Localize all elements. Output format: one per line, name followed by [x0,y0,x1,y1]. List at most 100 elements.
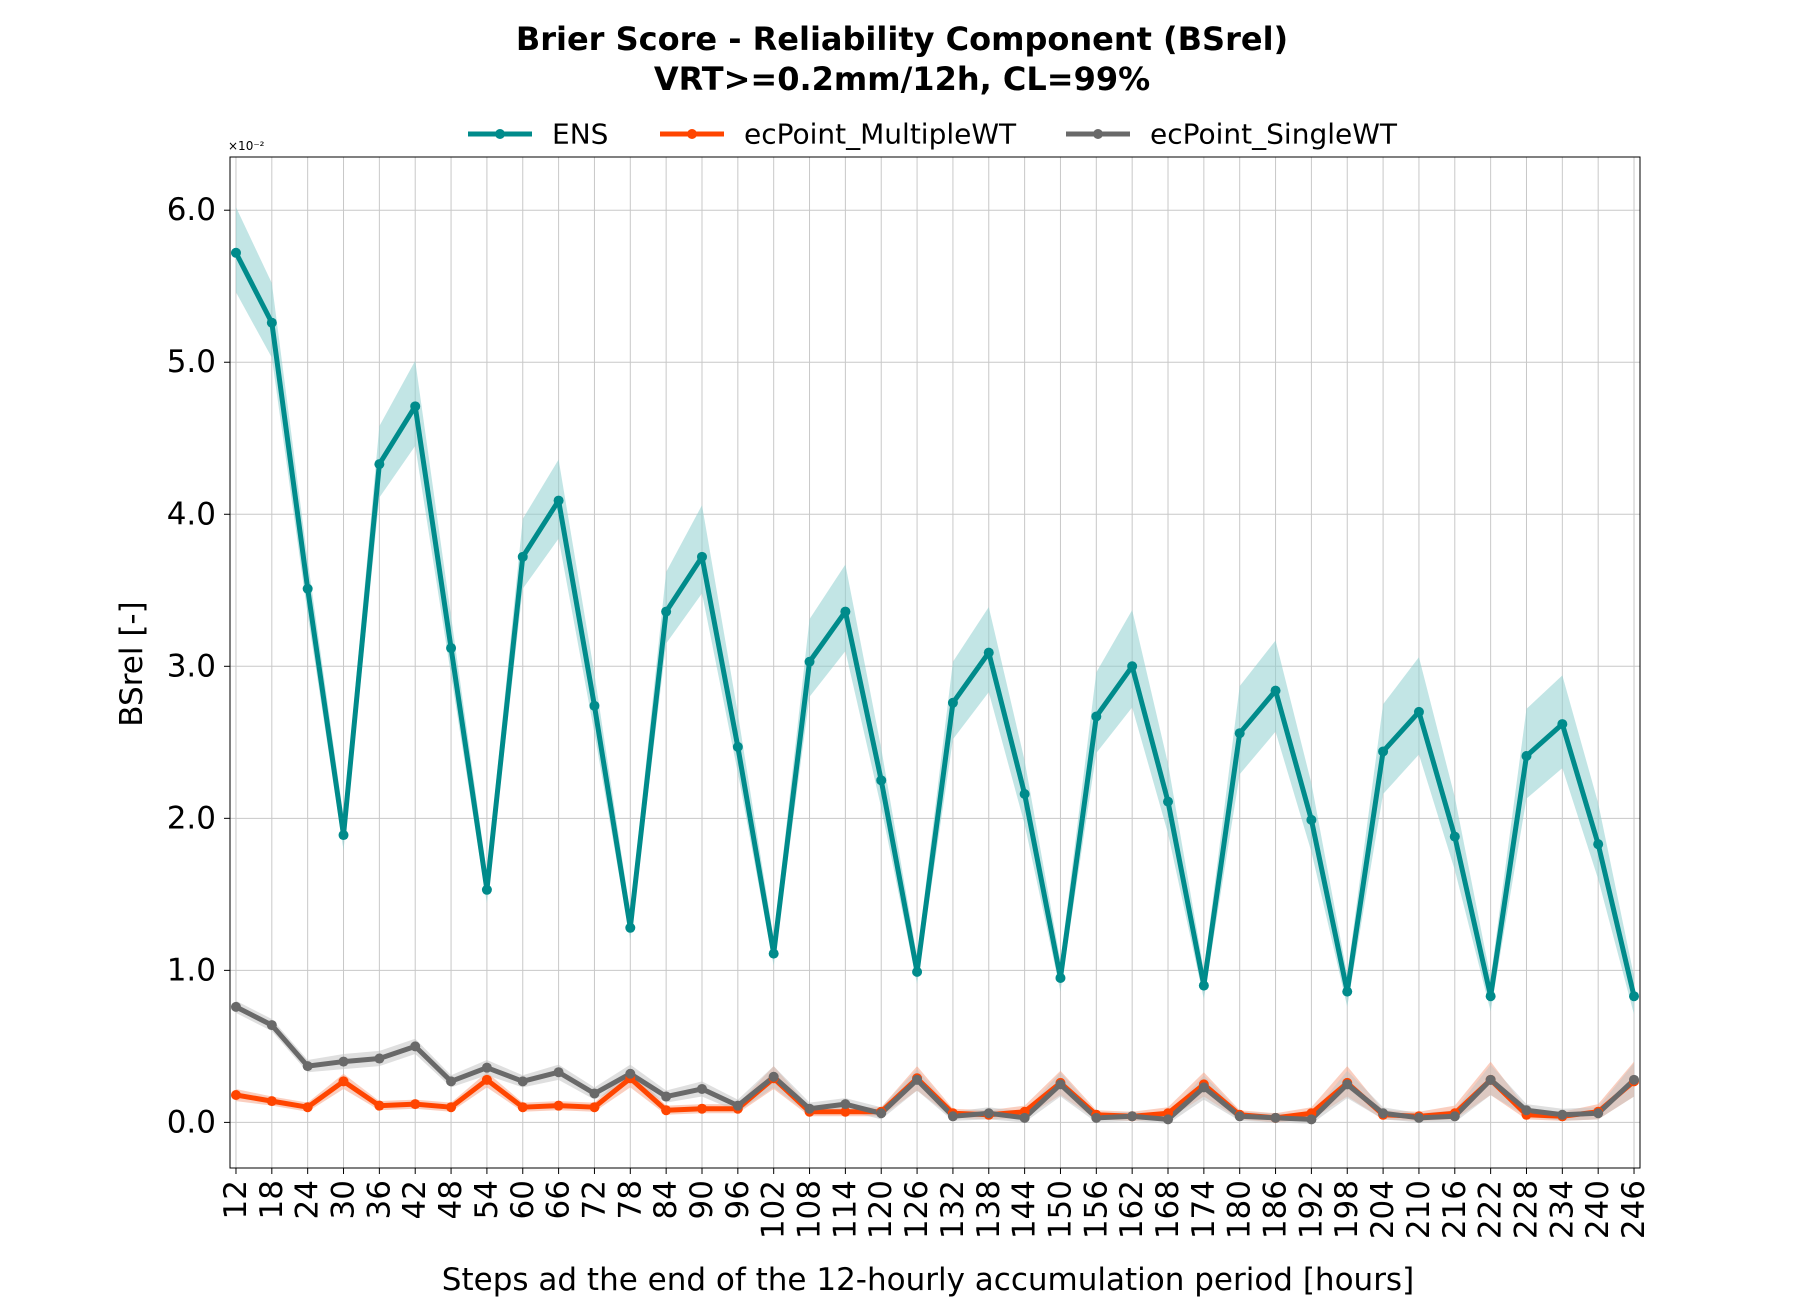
data-point [374,459,385,470]
data-point [1449,1111,1460,1122]
data-point [1306,1114,1317,1125]
data-point [732,741,743,752]
data-point [481,1074,492,1085]
data-point [1055,1079,1066,1090]
data-point [696,551,707,562]
x-tick-label: 186 [1258,1180,1294,1239]
x-tick-label: 108 [792,1180,828,1239]
confidence-bands [235,207,1635,1124]
data-point [517,1102,528,1113]
data-point [625,922,636,933]
y-tick-label: 3.0 [167,648,216,684]
data-point [840,606,851,617]
y-axis-multiplier: ×10⁻² [228,139,265,153]
x-tick-label: 168 [1150,1180,1186,1239]
x-tick-label: 24 [290,1180,326,1219]
data-point [1521,750,1532,761]
data-point [1019,1112,1030,1123]
x-tick-label: 84 [648,1180,684,1219]
data-point [1593,839,1604,850]
x-tick-label: 210 [1401,1180,1437,1239]
data-point [338,1076,349,1087]
x-tick-label: 36 [361,1180,397,1219]
x-tick-label: 132 [935,1180,971,1239]
data-point [1629,1074,1640,1085]
x-tick-label: 96 [720,1180,756,1219]
data-point [1270,685,1281,696]
data-point [1019,789,1030,800]
x-tick-label: 12 [218,1180,254,1219]
y-tick-label: 5.0 [167,344,216,380]
x-tick-label: 120 [863,1180,899,1239]
data-point [768,1071,779,1082]
data-point [983,1108,994,1119]
data-point [374,1053,385,1064]
data-point [446,1102,457,1113]
x-tick-label: 192 [1293,1180,1329,1239]
data-point [589,1088,600,1099]
data-point [302,1061,313,1072]
data-point [410,1041,421,1052]
x-tick-label: 30 [326,1180,362,1219]
data-point [768,948,779,959]
data-point [230,1001,241,1012]
data-point [1342,1079,1353,1090]
data-point [804,656,815,667]
x-tick-label: 162 [1114,1180,1150,1239]
x-tick-label: 18 [254,1180,290,1219]
x-tick-label: 222 [1473,1180,1509,1239]
legend-label: ENS [552,118,608,151]
x-tick-label: 60 [505,1180,541,1219]
legend-marker [687,129,697,139]
data-point [266,1096,277,1107]
data-point [553,1067,564,1078]
x-tick-label: 54 [469,1180,505,1219]
plot-frame [229,156,1641,1169]
data-point [589,700,600,711]
data-point [1055,972,1066,983]
x-tick-labels: 12 18 24 30 36 42 48 54 60 66 72 78 84 90 96 102 108 114 1… [218,1168,1652,1239]
data-point [481,884,492,895]
series-line [234,1004,1636,1122]
data-point [661,1091,672,1102]
data-point [947,1111,958,1122]
x-tick-label: 126 [899,1180,935,1239]
data-point [1091,1112,1102,1123]
data-point [912,1074,923,1085]
x-tick-label: 180 [1222,1180,1258,1239]
data-point [1163,796,1174,807]
data-point [840,1099,851,1110]
legend-label: ecPoint_SingleWT [1150,118,1398,151]
data-point [1449,831,1460,842]
x-axis-label: Steps ad the end of the 12-hourly accumu… [442,1262,1414,1298]
data-point [338,830,349,841]
x-tick-label: 78 [612,1180,648,1219]
data-point [661,1105,672,1116]
data-point [410,1099,421,1110]
data-point [517,551,528,562]
x-tick-label: 198 [1329,1180,1365,1239]
data-point [302,1102,313,1113]
data-point [1270,1112,1281,1123]
legend-marker [1093,129,1103,139]
chart-title: Brier Score - Reliability Component (BSr… [516,20,1288,58]
y-axis-label: BSrel [-] [114,601,150,726]
data-point [625,1068,636,1079]
y-tick-labels: 0.0 1.0 2.0 3.0 4.0 5.0 6.0 [167,192,230,1140]
data-point [553,1100,564,1111]
x-tick-label: 174 [1186,1180,1222,1239]
data-point [840,1106,851,1117]
data-point [1593,1108,1604,1119]
data-point [912,966,923,977]
y-tick-label: 2.0 [167,800,216,836]
data-point [1378,1108,1389,1119]
data-point [983,647,994,658]
data-point [266,317,277,328]
y-tick-label: 0.0 [167,1104,216,1140]
legend: ENS ecPoint_MultipleWT ecPoint_SingleWT [468,118,1398,151]
data-point [589,1102,600,1113]
x-tick-label: 72 [576,1180,612,1219]
data-point [947,697,958,708]
x-tick-label: 66 [541,1180,577,1219]
